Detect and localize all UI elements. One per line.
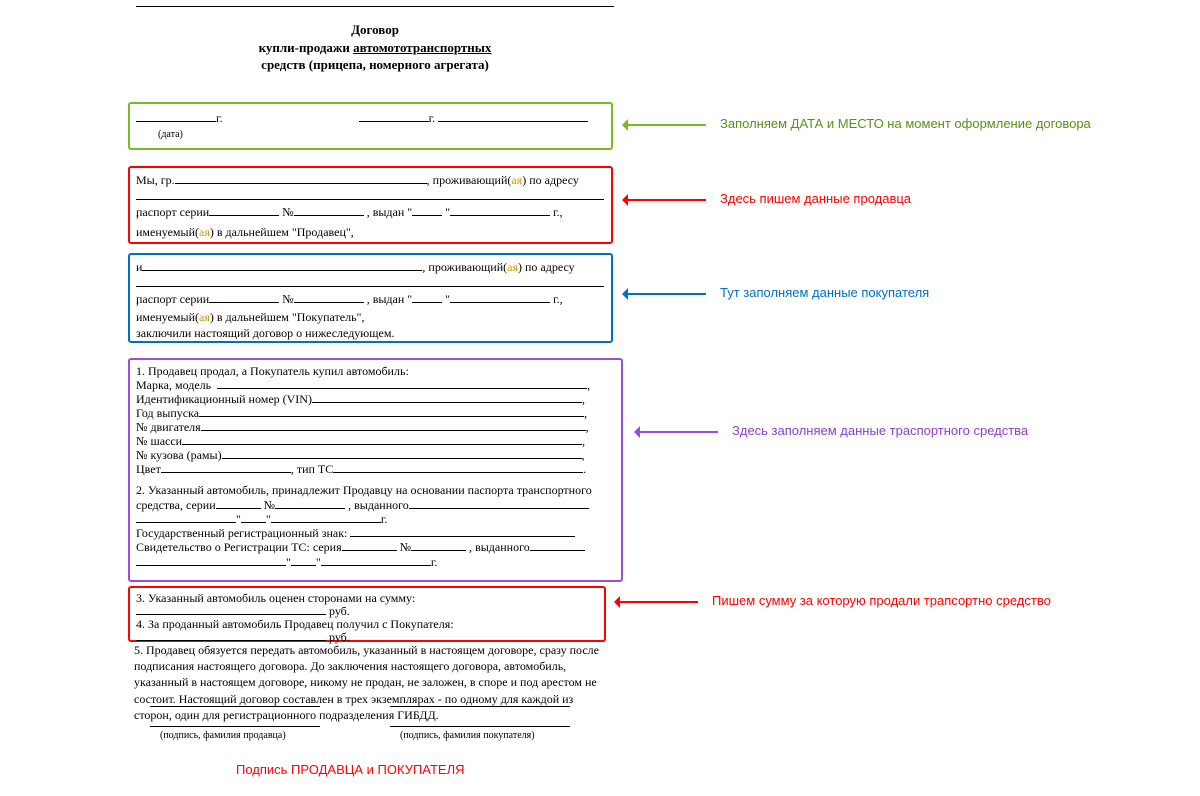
arrow-purple <box>640 431 718 433</box>
box-seller: Мы, гр., проживающий(ая) по адресу , пас… <box>128 166 613 244</box>
annot-date-place: Заполняем ДАТА и МЕСТО на момент оформле… <box>720 116 1091 131</box>
arrow-red-seller <box>628 199 706 201</box>
title-line-2: купли-продажи автомототранспортных <box>130 39 620 57</box>
title-line-1: Договор <box>130 21 620 39</box>
arrow-blue <box>628 293 706 295</box>
doc-title: Договор купли-продажи автомототранспортн… <box>130 21 620 74</box>
clause-5: 5. Продавец обязуется передать автомобил… <box>134 642 612 723</box>
annot-buyer: Тут заполняем данные покупателя <box>720 285 929 300</box>
annot-seller: Здесь пишем данные продавца <box>720 191 911 206</box>
annot-vehicle: Здесь заполняем данные траспортного сред… <box>732 423 1028 438</box>
signature-note: Подпись ПРОДАВЦА и ПОКУПАТЕЛЯ <box>236 762 465 777</box>
arrow-green <box>628 124 706 126</box>
date-caption-row: (дата) <box>136 128 605 142</box>
box-buyer: и, проживающий(ая) по адресу , паспорт с… <box>128 253 613 343</box>
arrow-red-price <box>620 601 698 603</box>
title-line-3: средств (прицепа, номерного агрегата) <box>130 56 620 74</box>
date-place-row: г. г. <box>136 110 605 127</box>
page: { "colors":{"green":"#78bb22","red":"#ff… <box>0 0 1200 796</box>
box-date-place: г. г. (дата) <box>128 102 613 150</box>
top-rule <box>136 6 614 7</box>
buyer-sign-caption: (подпись, фамилия покупателя) <box>400 730 535 741</box>
seller-sign-caption: (подпись, фамилия продавца) <box>160 730 286 741</box>
document-column: Договор купли-продажи автомототранспортн… <box>130 0 620 74</box>
box-price: 3. Указанный автомобиль оценен сторонами… <box>128 586 606 642</box>
annot-price: Пишем сумму за которую продали трапсортн… <box>712 593 1051 608</box>
box-vehicle: 1. Продавец продал, а Покупатель купил а… <box>128 358 623 582</box>
